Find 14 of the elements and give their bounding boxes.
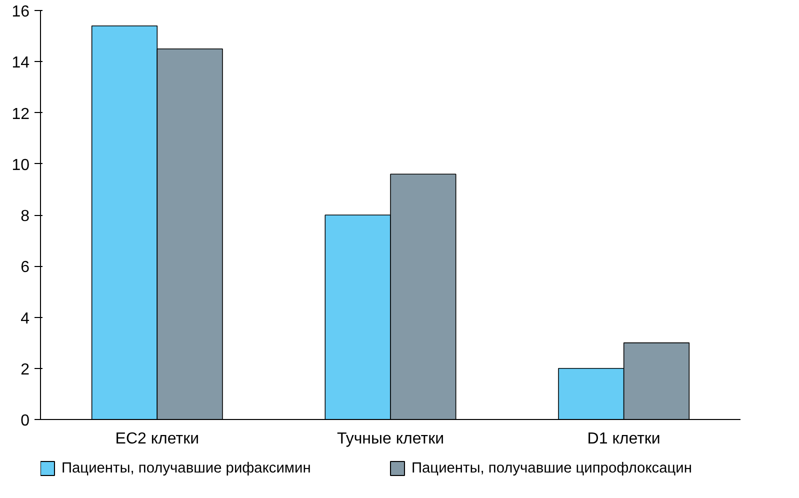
y-tick-label: 8 (20, 208, 30, 225)
y-tick-label: 6 (20, 259, 30, 276)
y-tick-label: 2 (20, 361, 30, 378)
x-tick-label: D1 клетки (587, 430, 660, 448)
y-tick-label: 0 (20, 412, 30, 430)
y-tick-label: 10 (12, 156, 30, 174)
x-tick-label: EC2 клетки (115, 430, 200, 448)
y-tick-label: 16 (12, 4, 30, 20)
y-tick-label: 14 (12, 54, 30, 72)
legend-label: Пациенты, получавшие рифаксимин (62, 460, 311, 476)
y-tick-label: 12 (12, 106, 30, 123)
x-tick-label: Тучные клетки (336, 430, 444, 448)
y-tick-label: 4 (20, 310, 30, 328)
legend-label: Пациенты, получавшие ципрофлоксацин (412, 460, 692, 476)
